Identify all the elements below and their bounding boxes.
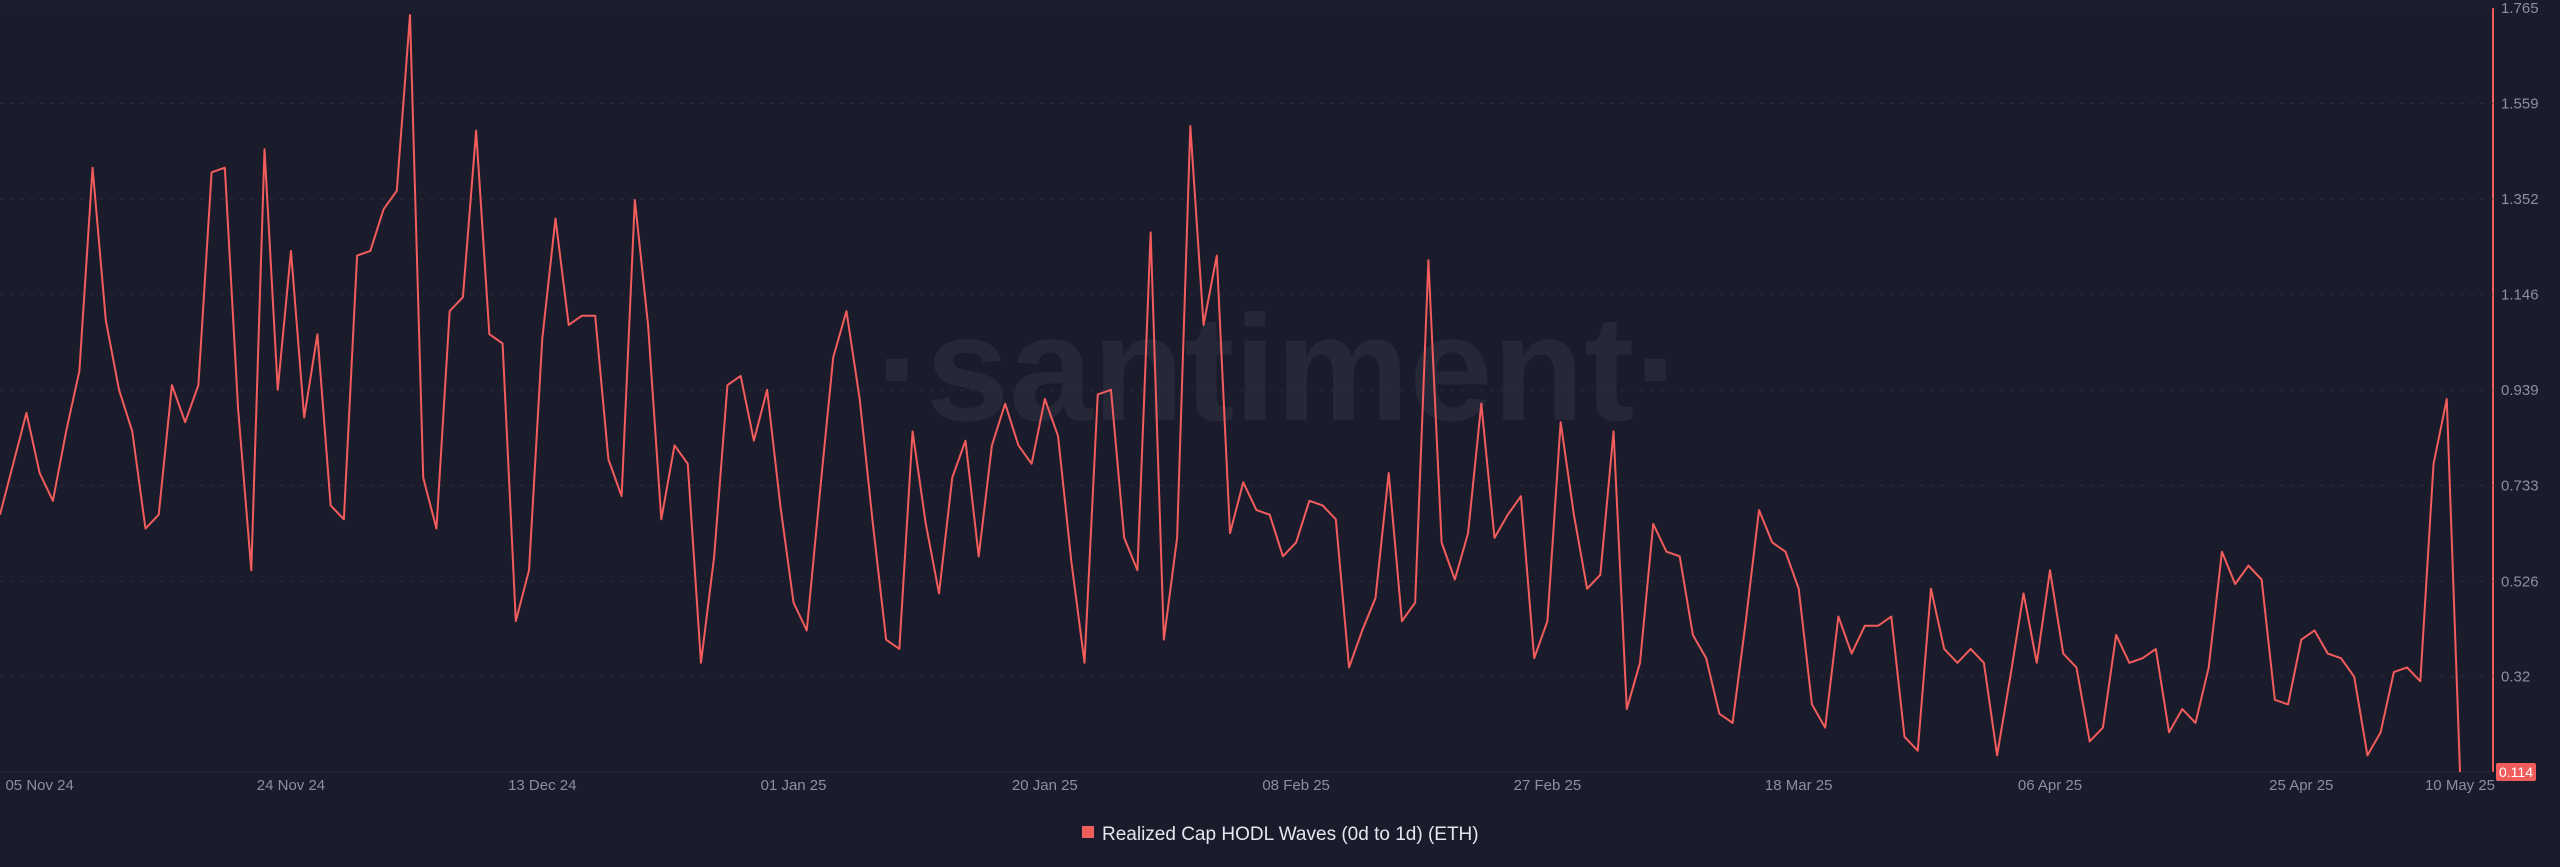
watermark: ·santiment· <box>876 284 1684 452</box>
y-tick-label: 1.765 <box>2501 0 2539 17</box>
x-tick-label: 01 Jan 25 <box>761 777 827 794</box>
x-tick-label: 24 Nov 24 <box>257 777 325 794</box>
y-tick-label: 0.733 <box>2501 478 2539 495</box>
legend-label: Realized Cap HODL Waves (0d to 1d) (ETH) <box>1102 824 1479 845</box>
y-tick-label: 1.559 <box>2501 95 2539 112</box>
legend-swatch <box>1082 826 1094 838</box>
x-tick-label: 18 Mar 25 <box>1765 777 1833 794</box>
x-tick-label: 10 May 25 <box>2425 777 2495 794</box>
last-value-badge: 0.114 <box>2496 763 2536 781</box>
x-tick-label: 06 Apr 25 <box>2018 777 2082 794</box>
last-value-box <box>2496 763 2536 781</box>
y-tick-label: 1.352 <box>2501 191 2539 208</box>
x-tick-label: 27 Feb 25 <box>1514 777 1582 794</box>
last-value-label: 0.114 <box>2499 764 2533 780</box>
y-tick-label: 0.939 <box>2501 382 2539 399</box>
x-tick-label: 20 Jan 25 <box>1012 777 1078 794</box>
x-tick-label: 05 Nov 24 <box>5 777 73 794</box>
x-tick-label: 08 Feb 25 <box>1262 777 1330 794</box>
x-tick-label: 13 Dec 24 <box>508 777 576 794</box>
y-tick-label: 0.526 <box>2501 573 2539 590</box>
legend-item: Realized Cap HODL Waves (0d to 1d) (ETH) <box>1082 824 1479 845</box>
series-line <box>0 13 2461 773</box>
x-tick-label: 25 Apr 25 <box>2269 777 2333 794</box>
y-tick-label: 1.146 <box>2501 286 2539 303</box>
y-tick-label: 0.32 <box>2501 669 2530 686</box>
